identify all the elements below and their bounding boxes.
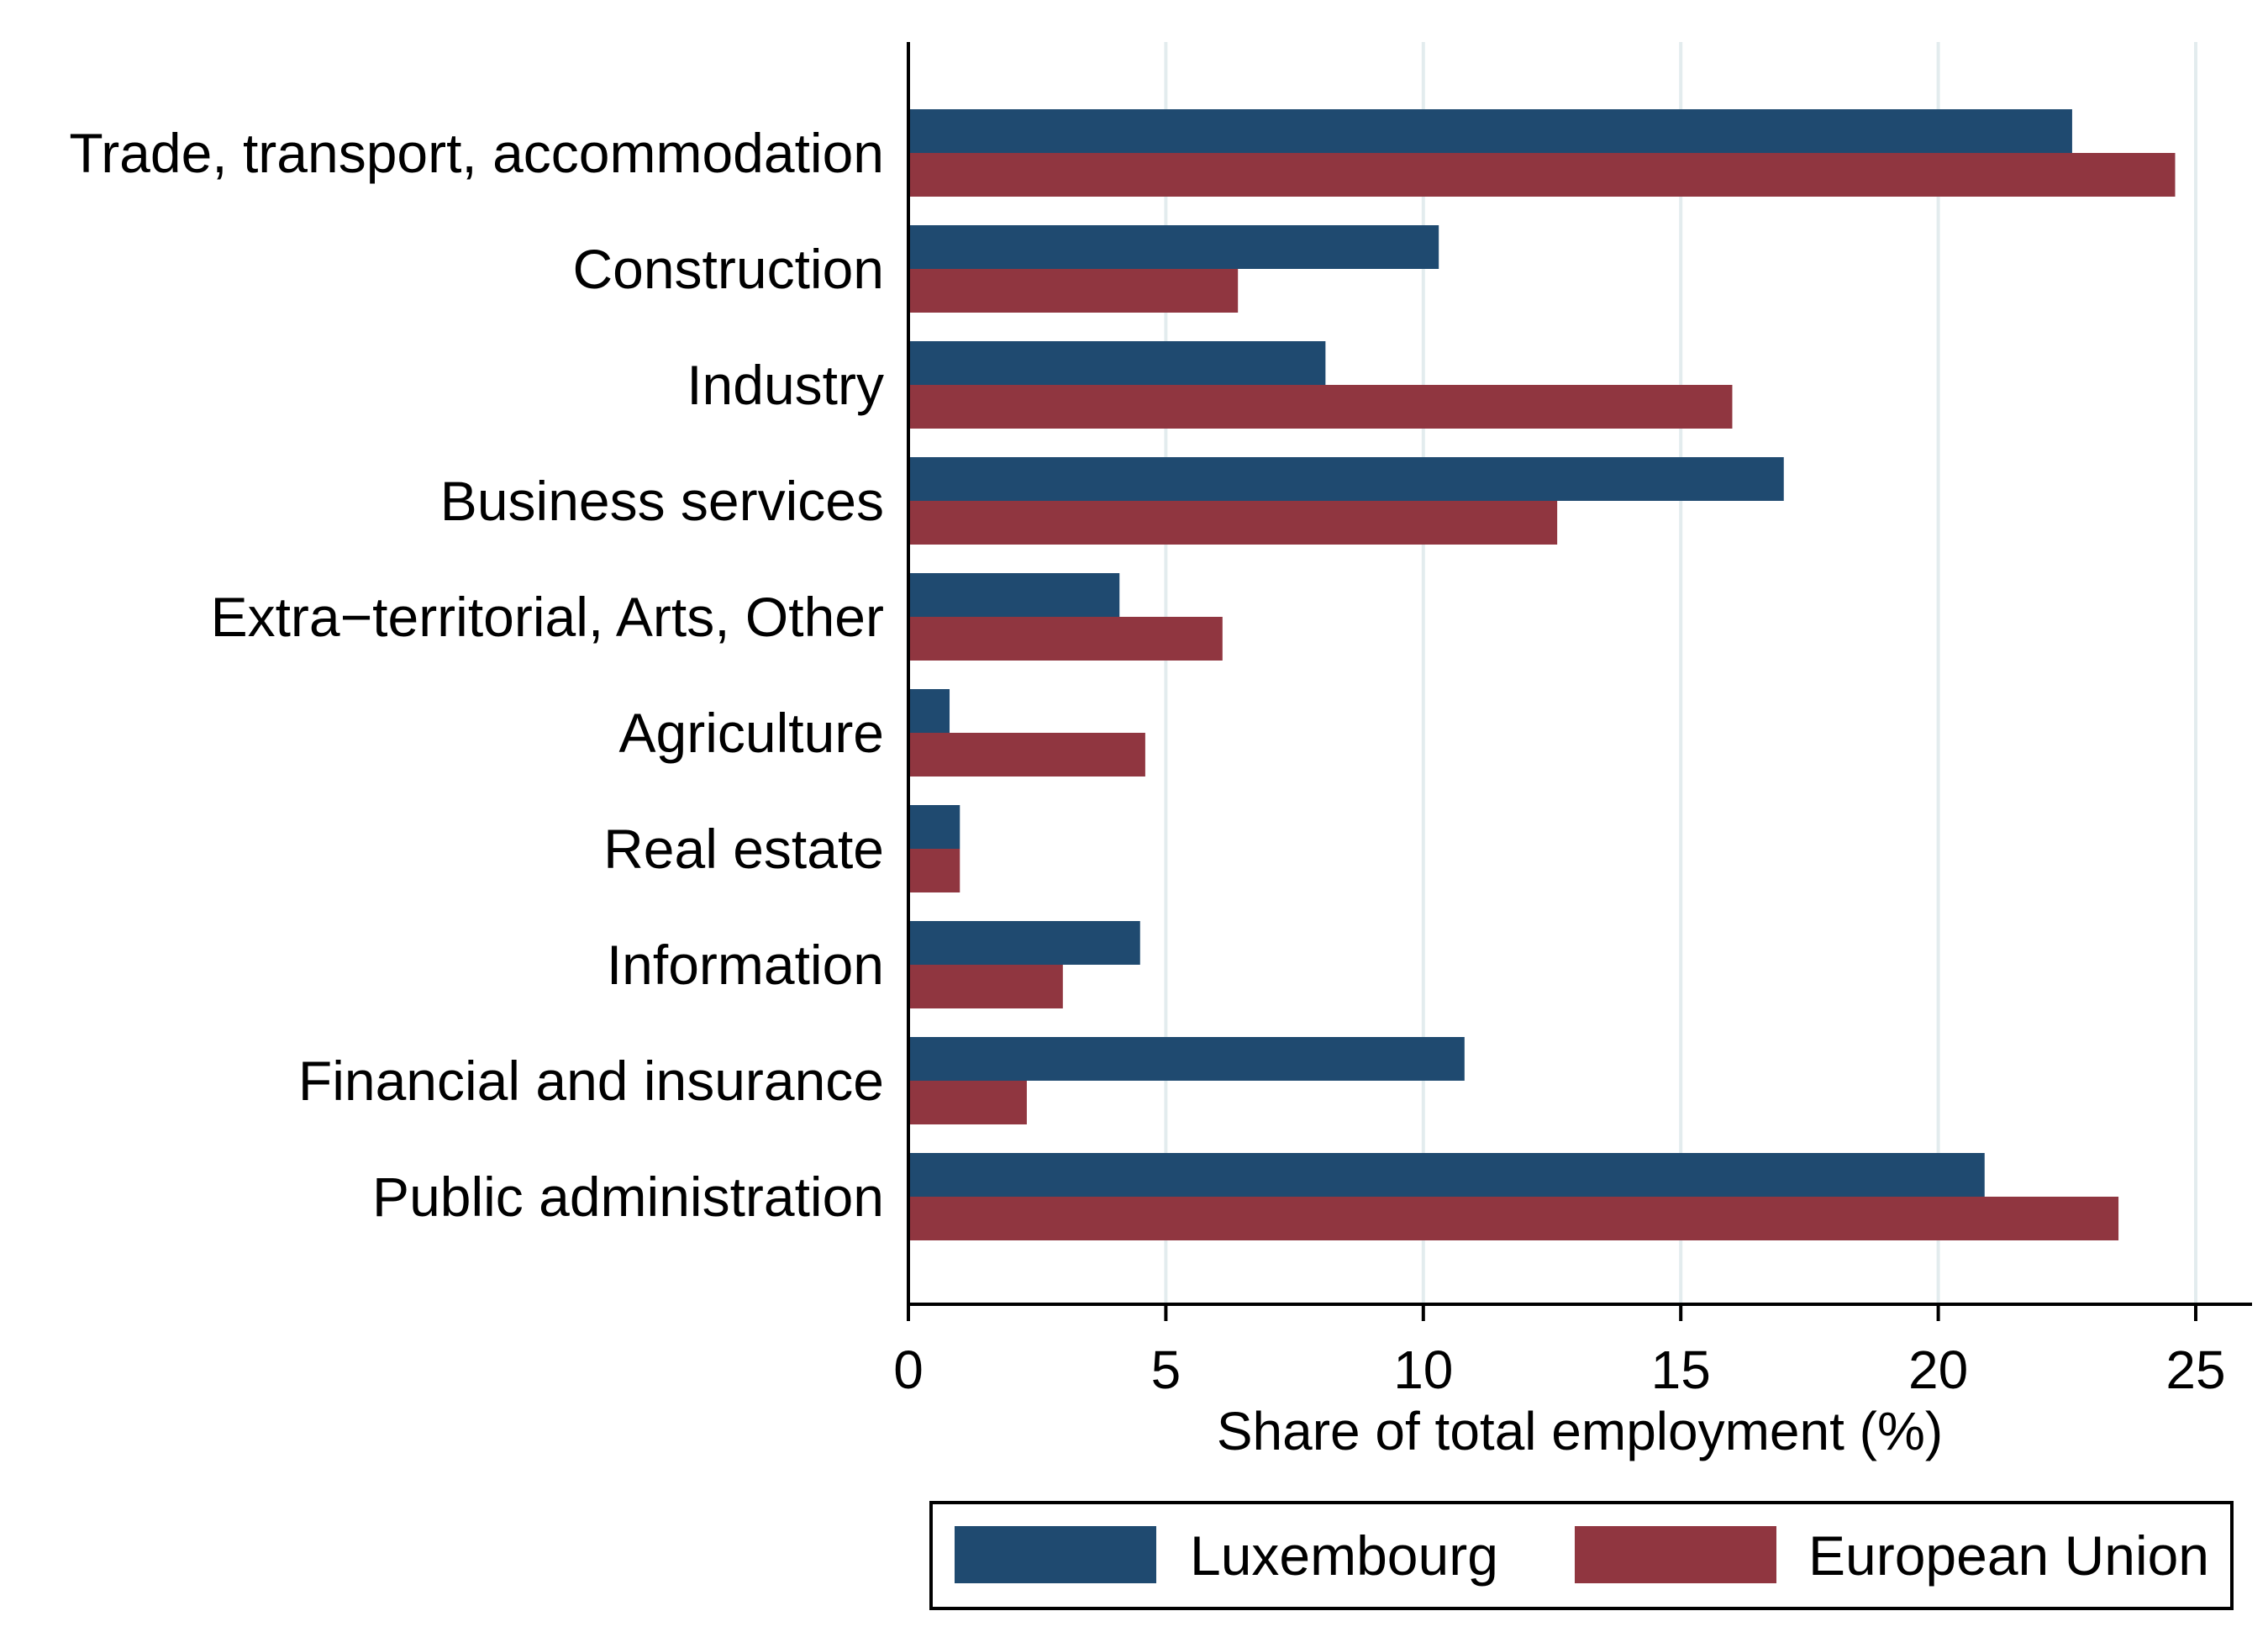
category-label-industry: Industry: [687, 354, 884, 416]
bar-european-union-business-services: [908, 501, 1558, 545]
category-label-business-services: Business services: [440, 470, 884, 532]
bar-european-union-extra-territorial-arts-other: [908, 617, 1223, 661]
x-axis-title: Share of total employment (%): [1217, 1401, 1943, 1461]
category-label-agriculture: Agriculture: [619, 702, 884, 764]
x-tick-label-20: 20: [1908, 1340, 1968, 1400]
bar-luxembourg-industry: [908, 341, 1326, 385]
bar-european-union-agriculture: [908, 733, 1145, 777]
x-ticks: 0 5 10 15 20 25: [893, 1304, 2226, 1400]
bar-european-union-financial-and-insurance: [908, 1081, 1027, 1124]
x-tick-label-5: 5: [1151, 1340, 1181, 1400]
bar-european-union-information: [908, 965, 1063, 1008]
bar-european-union-construction: [908, 269, 1239, 313]
category-labels: Trade, transport, accommodation Construct…: [69, 122, 884, 1228]
bar-luxembourg-information: [908, 921, 1140, 965]
bar-luxembourg-extra-territorial-arts-other: [908, 573, 1120, 617]
legend-frame: [929, 1501, 2234, 1610]
bar-luxembourg-real-estate: [908, 805, 960, 849]
legend-swatch-european-union: [1575, 1526, 1776, 1583]
legend-label-european-union: European Union: [1808, 1524, 2209, 1587]
bar-luxembourg-agriculture: [908, 689, 950, 733]
bar-european-union-industry: [908, 385, 1733, 429]
x-tick-label-25: 25: [2165, 1340, 2225, 1400]
bar-european-union-trade-transport-accommodation: [908, 153, 2176, 197]
legend: Luxembourg European Union: [929, 1501, 2234, 1610]
bar-luxembourg-public-administration: [908, 1153, 1985, 1197]
category-label-extra-territorial-arts-other: Extra−territorial, Arts, Other: [211, 586, 884, 648]
bar-luxembourg-business-services: [908, 457, 1784, 501]
legend-swatch-luxembourg: [955, 1526, 1156, 1583]
category-label-trade-transport-accommodation: Trade, transport, accommodation: [69, 122, 884, 184]
category-label-public-administration: Public administration: [372, 1166, 884, 1228]
bars: [908, 109, 2176, 1240]
bar-european-union-real-estate: [908, 849, 960, 892]
category-label-financial-and-insurance: Financial and insurance: [298, 1050, 884, 1112]
category-label-information: Information: [607, 934, 884, 996]
category-label-real-estate: Real estate: [603, 818, 884, 880]
x-tick-label-0: 0: [893, 1340, 924, 1400]
bar-luxembourg-trade-transport-accommodation: [908, 109, 2072, 153]
bar-luxembourg-financial-and-insurance: [908, 1037, 1465, 1081]
category-label-construction: Construction: [572, 238, 884, 300]
bar-luxembourg-construction: [908, 225, 1439, 269]
x-tick-label-15: 15: [1651, 1340, 1711, 1400]
bar-european-union-public-administration: [908, 1197, 2119, 1240]
x-tick-label-10: 10: [1393, 1340, 1453, 1400]
legend-label-luxembourg: Luxembourg: [1190, 1524, 1498, 1587]
